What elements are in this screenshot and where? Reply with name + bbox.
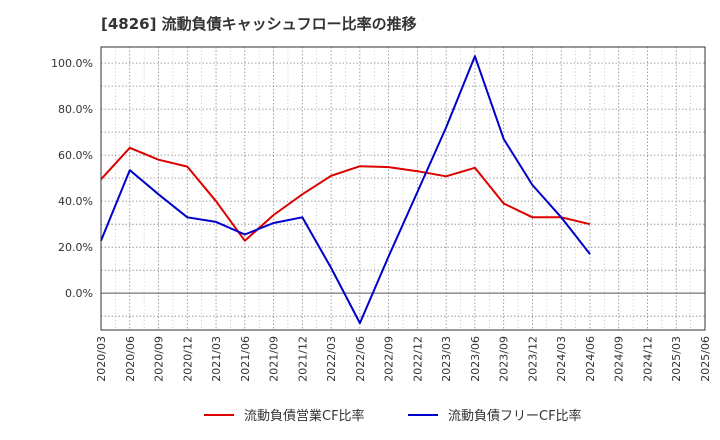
x-tick-label: 2025/06 bbox=[699, 336, 712, 382]
y-tick-label: 0.0% bbox=[65, 287, 93, 300]
y-tick-label: 60.0% bbox=[58, 149, 93, 162]
y-tick-label: 40.0% bbox=[58, 195, 93, 208]
x-tick-label: 2021/12 bbox=[296, 336, 309, 382]
x-tick-label: 2022/12 bbox=[411, 336, 424, 382]
y-tick-label: 100.0% bbox=[51, 57, 93, 70]
x-tick-label: 2023/03 bbox=[440, 336, 453, 382]
legend-layer: 流動負債営業CF比率 流動負債フリーCF比率 bbox=[204, 408, 582, 424]
series-line-2 bbox=[100, 55, 591, 325]
series-layer bbox=[100, 55, 591, 325]
x-tick-label: 2022/09 bbox=[383, 336, 396, 382]
x-tick-label: 2020/12 bbox=[181, 336, 194, 382]
axis-layer: 0.0% 20.0% 40.0% 60.0% 80.0% 100.0% 2020/03 202… bbox=[51, 46, 712, 382]
legend-label-2: 流動負債フリーCF比率 bbox=[448, 408, 582, 424]
series-line-1 bbox=[100, 146, 591, 242]
x-tick-label: 2023/06 bbox=[469, 336, 482, 382]
x-tick-label: 2024/12 bbox=[641, 336, 654, 382]
chart-title: [4826] 流動負債キャッシュフロー比率の推移 bbox=[101, 15, 417, 33]
y-tick-label: 20.0% bbox=[58, 241, 93, 254]
x-tick-label: 2020/03 bbox=[95, 336, 108, 382]
plot-border bbox=[100, 46, 706, 331]
x-tick-label: 2024/06 bbox=[584, 336, 597, 382]
x-tick-label: 2021/06 bbox=[239, 336, 252, 382]
x-tick-label: 2021/09 bbox=[268, 336, 281, 382]
x-tick-label: 2021/03 bbox=[210, 336, 223, 382]
x-tick-label: 2024/09 bbox=[613, 336, 626, 382]
x-tick-label: 2023/09 bbox=[498, 336, 511, 382]
y-tick-label: 80.0% bbox=[58, 103, 93, 116]
x-tick-label: 2025/03 bbox=[670, 336, 683, 382]
x-tick-label: 2020/06 bbox=[124, 336, 137, 382]
x-tick-label: 2023/12 bbox=[526, 336, 539, 382]
legend-label-1: 流動負債営業CF比率 bbox=[244, 408, 365, 424]
x-tick-label: 2024/03 bbox=[555, 336, 568, 382]
x-tick-label: 2022/06 bbox=[354, 336, 367, 382]
grid-layer bbox=[100, 47, 706, 330]
x-tick-label: 2022/03 bbox=[325, 336, 338, 382]
x-tick-label: 2020/09 bbox=[153, 336, 166, 382]
